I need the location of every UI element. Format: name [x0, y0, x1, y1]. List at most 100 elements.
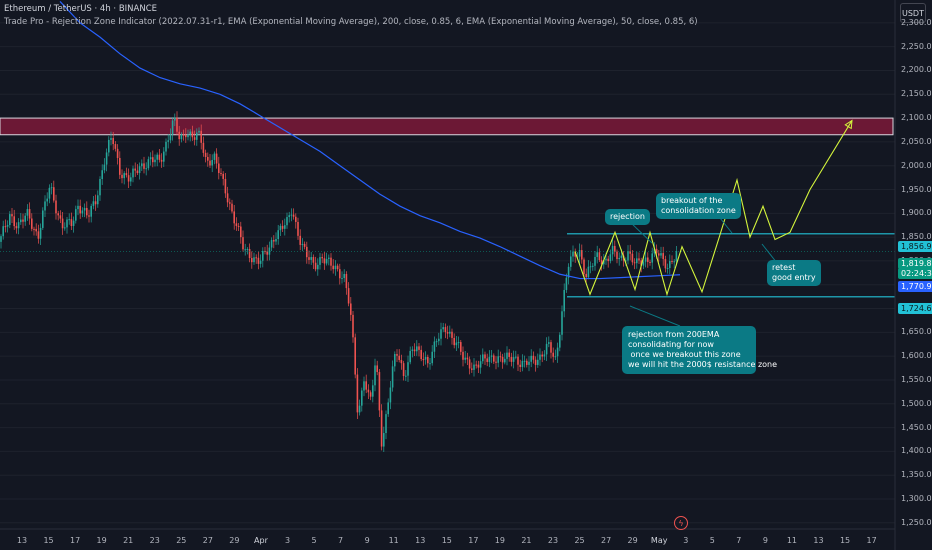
note-retest[interactable]: retest good entry: [767, 260, 821, 286]
candle-body: [545, 343, 548, 355]
candle-body: [614, 245, 616, 252]
flash-icon[interactable]: ϟ: [674, 516, 688, 530]
candle-body: [244, 249, 246, 251]
candle-body: [501, 356, 504, 363]
candle-body: [17, 222, 20, 229]
candle-body: [53, 187, 55, 201]
candle-body: [132, 168, 134, 178]
candle-body: [277, 230, 279, 240]
candle-body: [460, 342, 462, 352]
candle-body: [295, 216, 297, 222]
time-tick-label: 15: [441, 536, 452, 545]
candle-body: [583, 259, 585, 274]
candle-body: [396, 354, 398, 356]
candle-body: [477, 364, 480, 368]
candle-body: [427, 356, 429, 364]
candle-body: [138, 166, 141, 174]
candle-body: [594, 256, 596, 266]
candle-body: [26, 209, 29, 216]
price-tick-label: 2,300.00: [901, 17, 932, 27]
candle-body: [286, 217, 288, 226]
candle-body: [134, 168, 136, 171]
candle-body: [418, 346, 420, 350]
candle-body: [554, 356, 557, 358]
candle-body: [374, 365, 376, 386]
candle-body: [671, 261, 673, 263]
candle-body: [103, 164, 106, 171]
candle-body: [365, 381, 367, 390]
candle-body: [341, 278, 343, 280]
note-connector: [719, 217, 733, 234]
time-tick-label: 19: [494, 536, 505, 545]
candle-body: [149, 157, 152, 160]
time-tick-label: 23: [149, 536, 160, 545]
candle-body: [528, 361, 530, 365]
candle-body: [449, 331, 451, 334]
candle-body: [532, 355, 535, 360]
candle-body: [508, 352, 510, 357]
candle-body: [68, 219, 70, 221]
note-connector: [761, 243, 778, 264]
candle-body: [281, 225, 284, 229]
candle-body: [2, 226, 4, 237]
candle-body: [389, 387, 392, 403]
candle-body: [589, 266, 592, 268]
candle-body: [517, 356, 519, 365]
candle-body: [119, 157, 121, 175]
candle-body: [675, 251, 678, 262]
candle-body: [596, 252, 598, 257]
currency-button[interactable]: USDT: [900, 3, 926, 23]
candle-body: [251, 258, 253, 263]
time-tick-label: 9: [364, 536, 370, 545]
candle-body: [506, 352, 508, 359]
resistance-zone[interactable]: [0, 117, 894, 136]
note-breakout[interactable]: breakout of the consolidation zone: [656, 193, 741, 219]
candle-body: [457, 342, 460, 344]
candle-body: [215, 153, 218, 164]
candle-body: [526, 360, 528, 365]
candle-body: [202, 142, 205, 153]
candle-body: [290, 214, 293, 216]
candle-body: [92, 201, 95, 206]
candle-body: [319, 257, 321, 265]
candle-body: [299, 235, 301, 245]
candle-body: [541, 354, 543, 357]
candle-body: [328, 257, 330, 259]
time-tick-label: 3: [284, 536, 291, 545]
candle-body: [314, 262, 317, 270]
candle-body: [310, 257, 312, 260]
price-tick-label: 1,850.00: [901, 232, 932, 242]
note-rejection[interactable]: rejection: [605, 209, 650, 225]
candle-body: [363, 381, 365, 391]
candle-body: [255, 257, 257, 259]
candle-body: [356, 374, 359, 413]
candle-body: [222, 173, 224, 179]
candle-body: [435, 341, 438, 343]
symbol-legend[interactable]: Ethereum / TetherUS · 4h · BINANCE: [4, 4, 158, 14]
time-tick-label: 25: [176, 536, 187, 545]
time-tick-label: 13: [16, 536, 28, 545]
candle-body: [345, 273, 348, 289]
candle-body: [407, 362, 409, 376]
candle-body: [270, 240, 273, 248]
candle-body: [160, 159, 163, 162]
candle-body: [600, 260, 603, 265]
price-tick-label: 1,250.00: [901, 517, 932, 527]
candle-body: [116, 148, 119, 158]
candle-body: [383, 433, 385, 447]
candle-body: [361, 390, 363, 406]
candle-body: [479, 361, 482, 368]
candle-body: [66, 219, 68, 228]
indicator-legend[interactable]: Trade Pro - Rejection Zone Indicator (20…: [4, 17, 698, 27]
note-rejection-from-ema[interactable]: rejection from 200EMA consolidating for …: [622, 326, 777, 374]
candle-body: [224, 178, 227, 194]
candle-body: [664, 259, 667, 269]
candle-body: [609, 254, 612, 262]
candle-body: [429, 363, 431, 365]
time-tick-label: 17: [866, 536, 877, 545]
price-tick-label: 2,050.00: [901, 136, 932, 146]
candle-body: [343, 273, 345, 279]
candle-body: [97, 195, 99, 205]
projection-path[interactable]: [574, 120, 853, 297]
candle-body: [350, 303, 352, 315]
